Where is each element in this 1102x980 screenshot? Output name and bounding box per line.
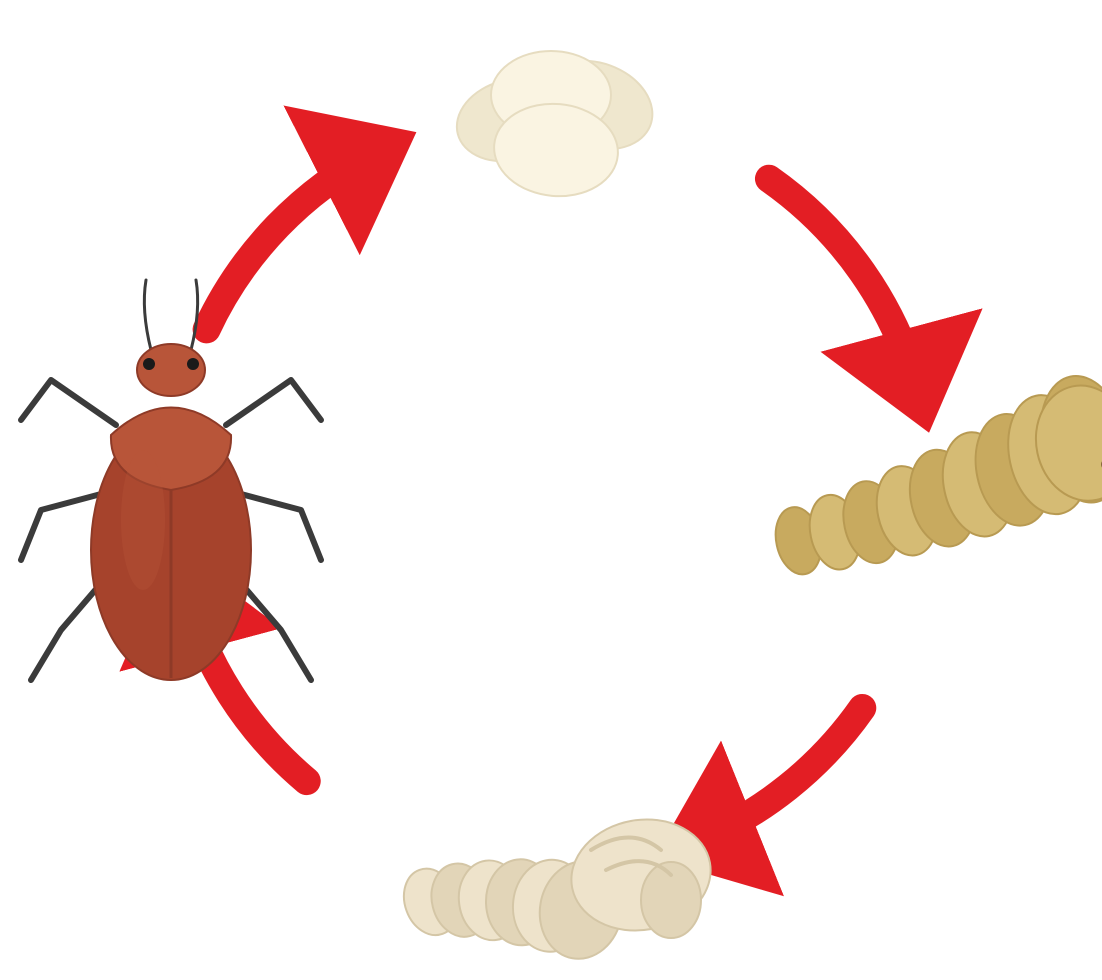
- lifecycle-diagram: Mealworm beetle life cycle: [0, 0, 1102, 980]
- stage-eggs: [448, 46, 665, 202]
- arrow-eggs-to-larva: [769, 179, 918, 392]
- stage-pupa: [395, 809, 720, 966]
- arrow-larva-to-pupa: [693, 708, 862, 842]
- arrow-adult-to-eggs: [207, 151, 379, 329]
- stage-adult: [21, 280, 321, 680]
